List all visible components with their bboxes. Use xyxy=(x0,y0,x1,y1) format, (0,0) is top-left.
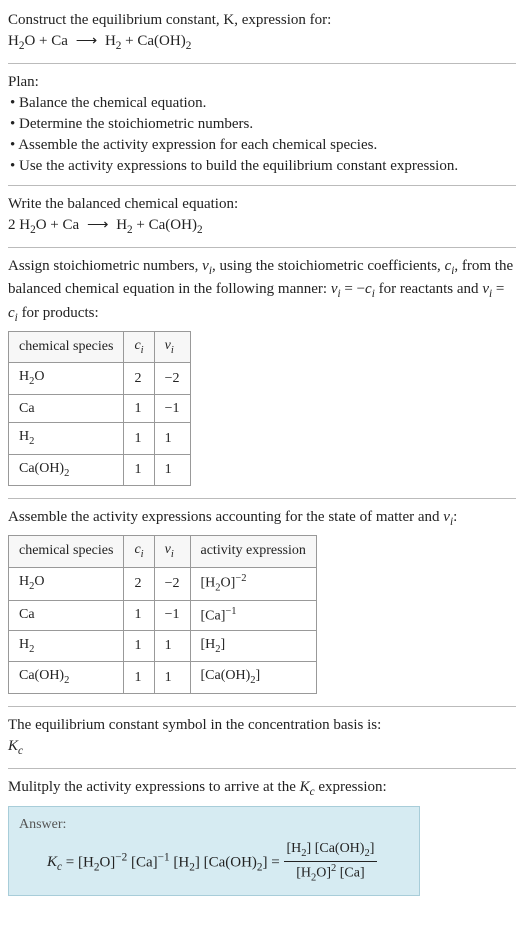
activity-intro: Assemble the activity expressions accoun… xyxy=(8,507,516,531)
cell-expr: [Ca(OH)2] xyxy=(190,662,316,693)
cell-vi: −2 xyxy=(154,363,190,394)
col-expr: activity expression xyxy=(190,536,316,567)
multiply-line: Mulitply the activity expressions to arr… xyxy=(8,777,516,801)
col-ci: ci xyxy=(124,331,154,362)
table-header-row: chemical species ci νi activity expressi… xyxy=(9,536,317,567)
cell-vi: 1 xyxy=(154,630,190,661)
table-row: Ca(OH)211[Ca(OH)2] xyxy=(9,662,317,693)
col-ci: ci xyxy=(124,536,154,567)
plan-block: Plan: Balance the chemical equation. Det… xyxy=(8,68,516,181)
symbol-line: The equilibrium constant symbol in the c… xyxy=(8,715,516,736)
prompt-text: Construct the equilibrium constant, K, e… xyxy=(8,12,331,28)
cell-species: Ca xyxy=(9,394,124,423)
cell-ci: 1 xyxy=(124,454,154,485)
plan-item: Balance the chemical equation. xyxy=(8,93,516,114)
plan-item: Assemble the activity expression for eac… xyxy=(8,135,516,156)
cell-species: H2 xyxy=(9,630,124,661)
divider xyxy=(8,63,516,64)
cell-vi: 1 xyxy=(154,662,190,693)
divider xyxy=(8,185,516,186)
multiply-block: Mulitply the activity expressions to arr… xyxy=(8,773,516,902)
prompt-line: Construct the equilibrium constant, K, e… xyxy=(8,10,516,31)
balanced-block: Write the balanced chemical equation: 2 … xyxy=(8,190,516,243)
table-row: Ca1−1 xyxy=(9,394,191,423)
answer-fraction: [H2] [Ca(OH)2] [H2O]2 [Ca] xyxy=(284,839,378,887)
stoich-block: Assign stoichiometric numbers, νi, using… xyxy=(8,252,516,495)
table-row: H2O2−2 xyxy=(9,363,191,394)
cell-ci: 1 xyxy=(124,423,154,454)
cell-vi: −1 xyxy=(154,394,190,423)
col-vi: νi xyxy=(154,331,190,362)
cell-species: H2O xyxy=(9,567,124,600)
table-row: H211[H2] xyxy=(9,630,317,661)
divider xyxy=(8,498,516,499)
table-row: Ca(OH)211 xyxy=(9,454,191,485)
table-header-row: chemical species ci νi xyxy=(9,331,191,362)
plan-item: Use the activity expressions to build th… xyxy=(8,156,516,177)
table-row: H2O2−2[H2O]−2 xyxy=(9,567,317,600)
col-species: chemical species xyxy=(9,331,124,362)
table-row: Ca1−1[Ca]−1 xyxy=(9,600,317,630)
cell-ci: 1 xyxy=(124,600,154,630)
cell-species: H2 xyxy=(9,423,124,454)
divider xyxy=(8,768,516,769)
cell-expr: [H2O]−2 xyxy=(190,567,316,600)
cell-ci: 2 xyxy=(124,567,154,600)
cell-expr: [Ca]−1 xyxy=(190,600,316,630)
col-vi: νi xyxy=(154,536,190,567)
cell-vi: 1 xyxy=(154,454,190,485)
balanced-title: Write the balanced chemical equation: xyxy=(8,194,516,215)
stoich-table: chemical species ci νi H2O2−2 Ca1−1 H211… xyxy=(8,331,191,487)
plan-item: Determine the stoichiometric numbers. xyxy=(8,114,516,135)
cell-expr: [H2] xyxy=(190,630,316,661)
answer-expression: Kc = [H2O]−2 [Ca]−1 [H2] [Ca(OH)2] = [H2… xyxy=(19,839,409,887)
table-row: H211 xyxy=(9,423,191,454)
divider xyxy=(8,247,516,248)
cell-species: Ca(OH)2 xyxy=(9,454,124,485)
cell-ci: 1 xyxy=(124,630,154,661)
cell-ci: 1 xyxy=(124,662,154,693)
activity-block: Assemble the activity expressions accoun… xyxy=(8,503,516,702)
cell-ci: 1 xyxy=(124,394,154,423)
answer-box: Answer: Kc = [H2O]−2 [Ca]−1 [H2] [Ca(OH)… xyxy=(8,806,420,895)
balanced-equation: 2 H2O + Ca ⟶ H2 + Ca(OH)2 xyxy=(8,215,516,239)
plan-title: Plan: xyxy=(8,72,516,93)
kc-symbol: Kc xyxy=(8,736,516,760)
symbol-block: The equilibrium constant symbol in the c… xyxy=(8,711,516,764)
stoich-intro: Assign stoichiometric numbers, νi, using… xyxy=(8,256,516,327)
cell-vi: −1 xyxy=(154,600,190,630)
answer-label: Answer: xyxy=(19,815,409,835)
divider xyxy=(8,706,516,707)
cell-vi: −2 xyxy=(154,567,190,600)
cell-species: H2O xyxy=(9,363,124,394)
cell-vi: 1 xyxy=(154,423,190,454)
fraction-denominator: [H2O]2 [Ca] xyxy=(284,862,378,886)
cell-species: Ca(OH)2 xyxy=(9,662,124,693)
col-species: chemical species xyxy=(9,536,124,567)
header-block: Construct the equilibrium constant, K, e… xyxy=(8,6,516,59)
fraction-numerator: [H2] [Ca(OH)2] xyxy=(284,839,378,862)
activity-table: chemical species ci νi activity expressi… xyxy=(8,535,317,694)
unbalanced-equation: H2O + Ca ⟶ H2 + Ca(OH)2 xyxy=(8,31,516,55)
cell-species: Ca xyxy=(9,600,124,630)
cell-ci: 2 xyxy=(124,363,154,394)
